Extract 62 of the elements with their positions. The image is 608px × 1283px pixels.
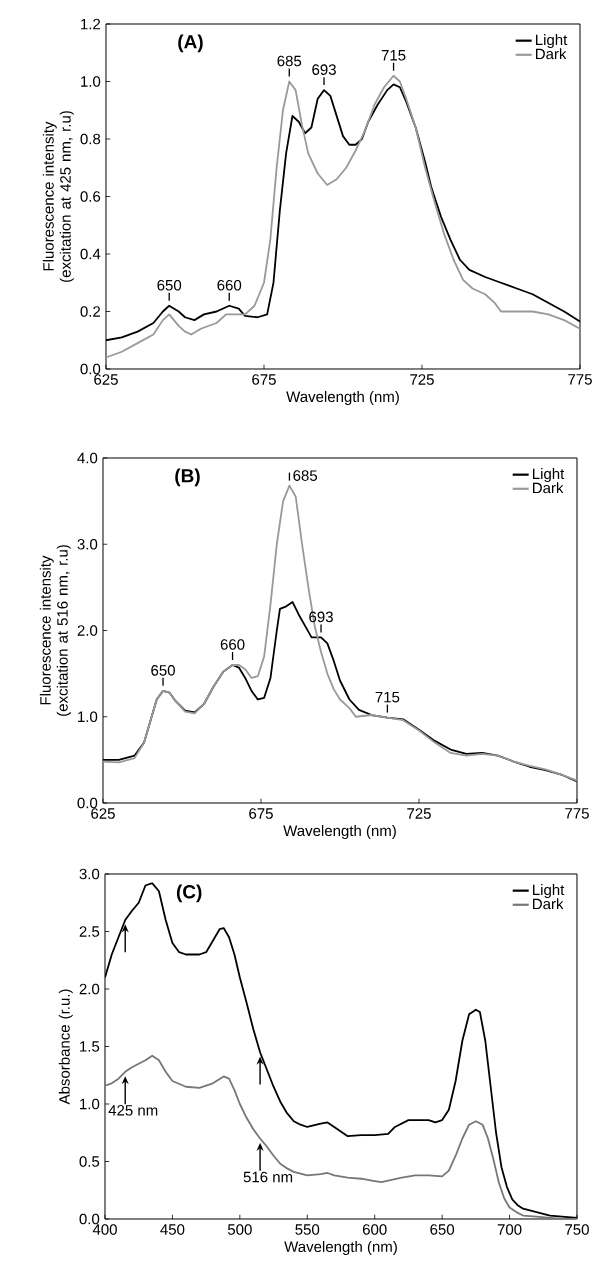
x-tick-label: 650	[430, 1224, 455, 1235]
x-tick-label: 500	[227, 1224, 252, 1235]
x-tick-label: 400	[92, 1224, 117, 1235]
y-tick-label: 0.4	[80, 248, 101, 260]
x-tick-label: 725	[410, 374, 434, 385]
y-tick-label: 2.5	[79, 926, 100, 937]
y-tick-label: 4.0	[77, 452, 98, 464]
x-axis-title: Wavelength (nm)	[284, 1241, 397, 1255]
y-tick-label: 1.0	[78, 711, 98, 723]
y-tick-label: 0.8	[80, 133, 101, 145]
annotation: 685	[293, 470, 318, 481]
y-axis-title: Fluorescence intensity (excitation at 516 nm, r.u)	[39, 545, 71, 716]
y-tick-label: 2.0	[79, 983, 100, 995]
x-tick-label: 675	[249, 808, 273, 819]
annotation: 685	[277, 55, 302, 67]
x-tick-label: 675	[252, 374, 276, 385]
y-tick-label: 0.2	[80, 306, 101, 317]
y-tick-label: 2.0	[77, 625, 98, 636]
annotation: 660	[220, 639, 245, 650]
x-tick-label: 725	[407, 808, 431, 819]
x-tick-label: 700	[497, 1224, 522, 1235]
x-tick-label: 775	[568, 374, 592, 385]
y-axis-title: Absorbance (r.u.)	[58, 989, 73, 1105]
annotation: 715	[375, 691, 400, 703]
y-tick-label: 1.5	[80, 1041, 100, 1052]
x-tick-label: 625	[94, 374, 118, 385]
y-tick-label: 1.2	[81, 18, 101, 30]
y-tick-label: 0.0	[79, 1213, 100, 1225]
y-tick-label: 0.6	[80, 191, 101, 202]
annotation: 516 nm	[243, 1171, 293, 1183]
y-tick-label: 3.0	[77, 538, 98, 550]
x-tick-label: 750	[565, 1224, 589, 1235]
legend-label: Light	[533, 468, 565, 483]
legend-label: Dark	[533, 482, 564, 494]
legend-label: Dark	[536, 48, 567, 60]
legend-label: Dark	[533, 898, 564, 910]
x-tick-label: 625	[91, 808, 115, 819]
x-tick-label: 450	[160, 1224, 185, 1235]
x-tick-label: 600	[362, 1224, 387, 1235]
y-tick-label: 1.0	[81, 76, 101, 87]
x-tick-label: 775	[565, 808, 589, 819]
text: (A)	[178, 34, 203, 53]
annotation: 650	[157, 279, 182, 291]
x-tick-label: 550	[295, 1224, 320, 1235]
y-axis-title: Fluorescence intensity (excitation at 425 nm, r.u)	[42, 111, 74, 282]
legend-label: Light	[536, 34, 568, 49]
annotation: 650	[151, 665, 175, 676]
y-tick-label: 3.0	[79, 868, 100, 880]
annotation: 660	[217, 279, 242, 291]
y-tick-label: 0.5	[79, 1156, 100, 1167]
x-axis-title: Wavelength (nm)	[283, 825, 396, 839]
annotation: 693	[309, 611, 333, 623]
y-tick-label: 1.0	[80, 1098, 100, 1110]
annotation: 715	[381, 50, 406, 61]
y-tick-label: 0.0	[80, 363, 101, 375]
y-tick-label: 0.0	[77, 797, 98, 809]
legend-label: Light	[533, 884, 565, 899]
x-axis-title: Wavelength (nm)	[286, 391, 399, 405]
annotation: 425 nm	[108, 1104, 158, 1116]
text: (C)	[176, 884, 202, 903]
annotation: 693	[312, 64, 336, 75]
text: (B)	[175, 468, 200, 487]
